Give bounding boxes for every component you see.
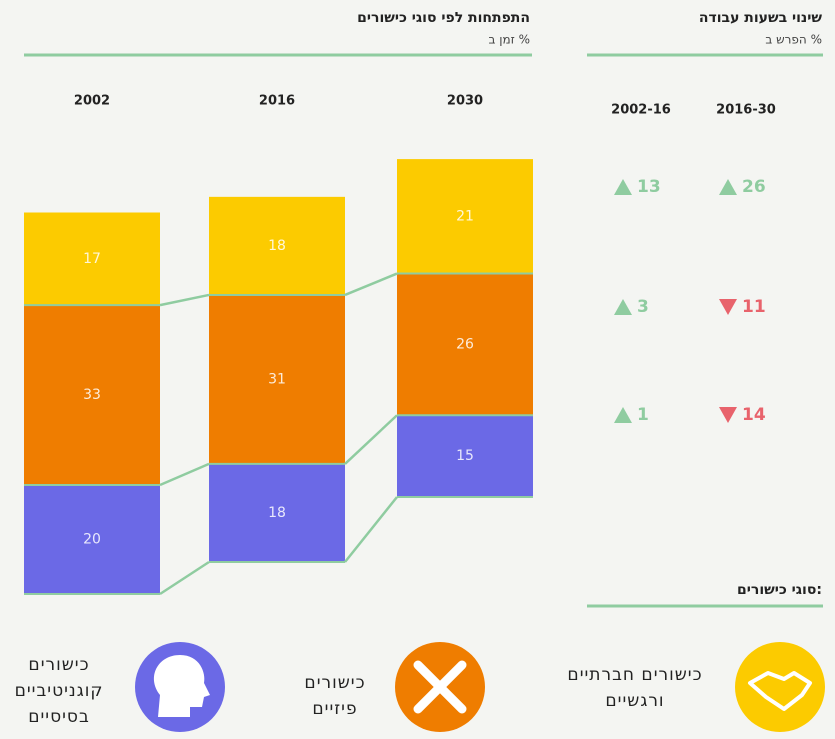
change-value: 11 bbox=[742, 297, 766, 317]
legend-icon bbox=[735, 642, 825, 732]
change-value: 1 bbox=[637, 405, 649, 425]
value-label: 15 bbox=[456, 448, 474, 464]
bar-segment bbox=[24, 485, 160, 594]
legend-label: כישורים קוגניטיביים בסיסיים bbox=[14, 655, 104, 727]
bar-segment bbox=[209, 196, 345, 295]
column-header: 2002-16 bbox=[611, 103, 671, 118]
value-label: 18 bbox=[268, 238, 286, 254]
value-label: 20 bbox=[83, 532, 101, 548]
connector bbox=[159, 560, 210, 596]
connector bbox=[159, 293, 210, 307]
bar-segment bbox=[397, 273, 533, 416]
x-tick-label: 2002 bbox=[74, 94, 110, 109]
bar-segment bbox=[209, 294, 345, 464]
value-label: 17 bbox=[83, 251, 101, 267]
bar-segment bbox=[24, 305, 160, 485]
up-arrow bbox=[614, 299, 632, 315]
value-label: 18 bbox=[268, 505, 286, 521]
value-label: 26 bbox=[456, 336, 474, 352]
handshake-glyph bbox=[748, 671, 812, 711]
change-value: 26 bbox=[742, 177, 766, 197]
tool-glyph bbox=[413, 660, 467, 714]
connector bbox=[344, 496, 398, 563]
head-glyph bbox=[153, 655, 210, 717]
up-arrow bbox=[719, 179, 737, 195]
table-title: שינוי בשעות עבודה bbox=[699, 10, 823, 26]
change-value: 14 bbox=[742, 405, 766, 425]
legend-label: כישורים חברתיים ורגשיים bbox=[567, 665, 703, 711]
up-arrow bbox=[614, 407, 632, 423]
legend-label: כישורים פיזיים bbox=[304, 673, 366, 719]
bar-segment bbox=[209, 463, 345, 562]
chart-title: התפתחות לפי סוגי כישורים bbox=[357, 10, 530, 26]
column-header: 2016-30 bbox=[716, 103, 776, 118]
table-subtitle: הפרש ב % bbox=[765, 33, 822, 47]
x-tick-label: 2016 bbox=[259, 94, 295, 109]
value-label: 31 bbox=[268, 371, 286, 387]
bar-segment bbox=[24, 212, 160, 306]
x-tick-label: 2030 bbox=[447, 94, 483, 109]
up-arrow bbox=[614, 179, 632, 195]
connector bbox=[159, 462, 210, 487]
bar-segment bbox=[397, 159, 533, 274]
connector bbox=[344, 272, 398, 297]
down-arrow bbox=[719, 407, 737, 423]
down-arrow bbox=[719, 299, 737, 315]
change-value: 3 bbox=[637, 297, 649, 317]
legend-title: סוגי כישורים: bbox=[737, 582, 822, 598]
chart-subtitle: זמן ב % bbox=[488, 33, 530, 47]
bar-segment bbox=[397, 415, 533, 497]
value-label: 33 bbox=[83, 387, 101, 403]
value-label: 21 bbox=[456, 208, 474, 224]
change-value: 13 bbox=[637, 177, 661, 197]
connector bbox=[344, 414, 398, 465]
